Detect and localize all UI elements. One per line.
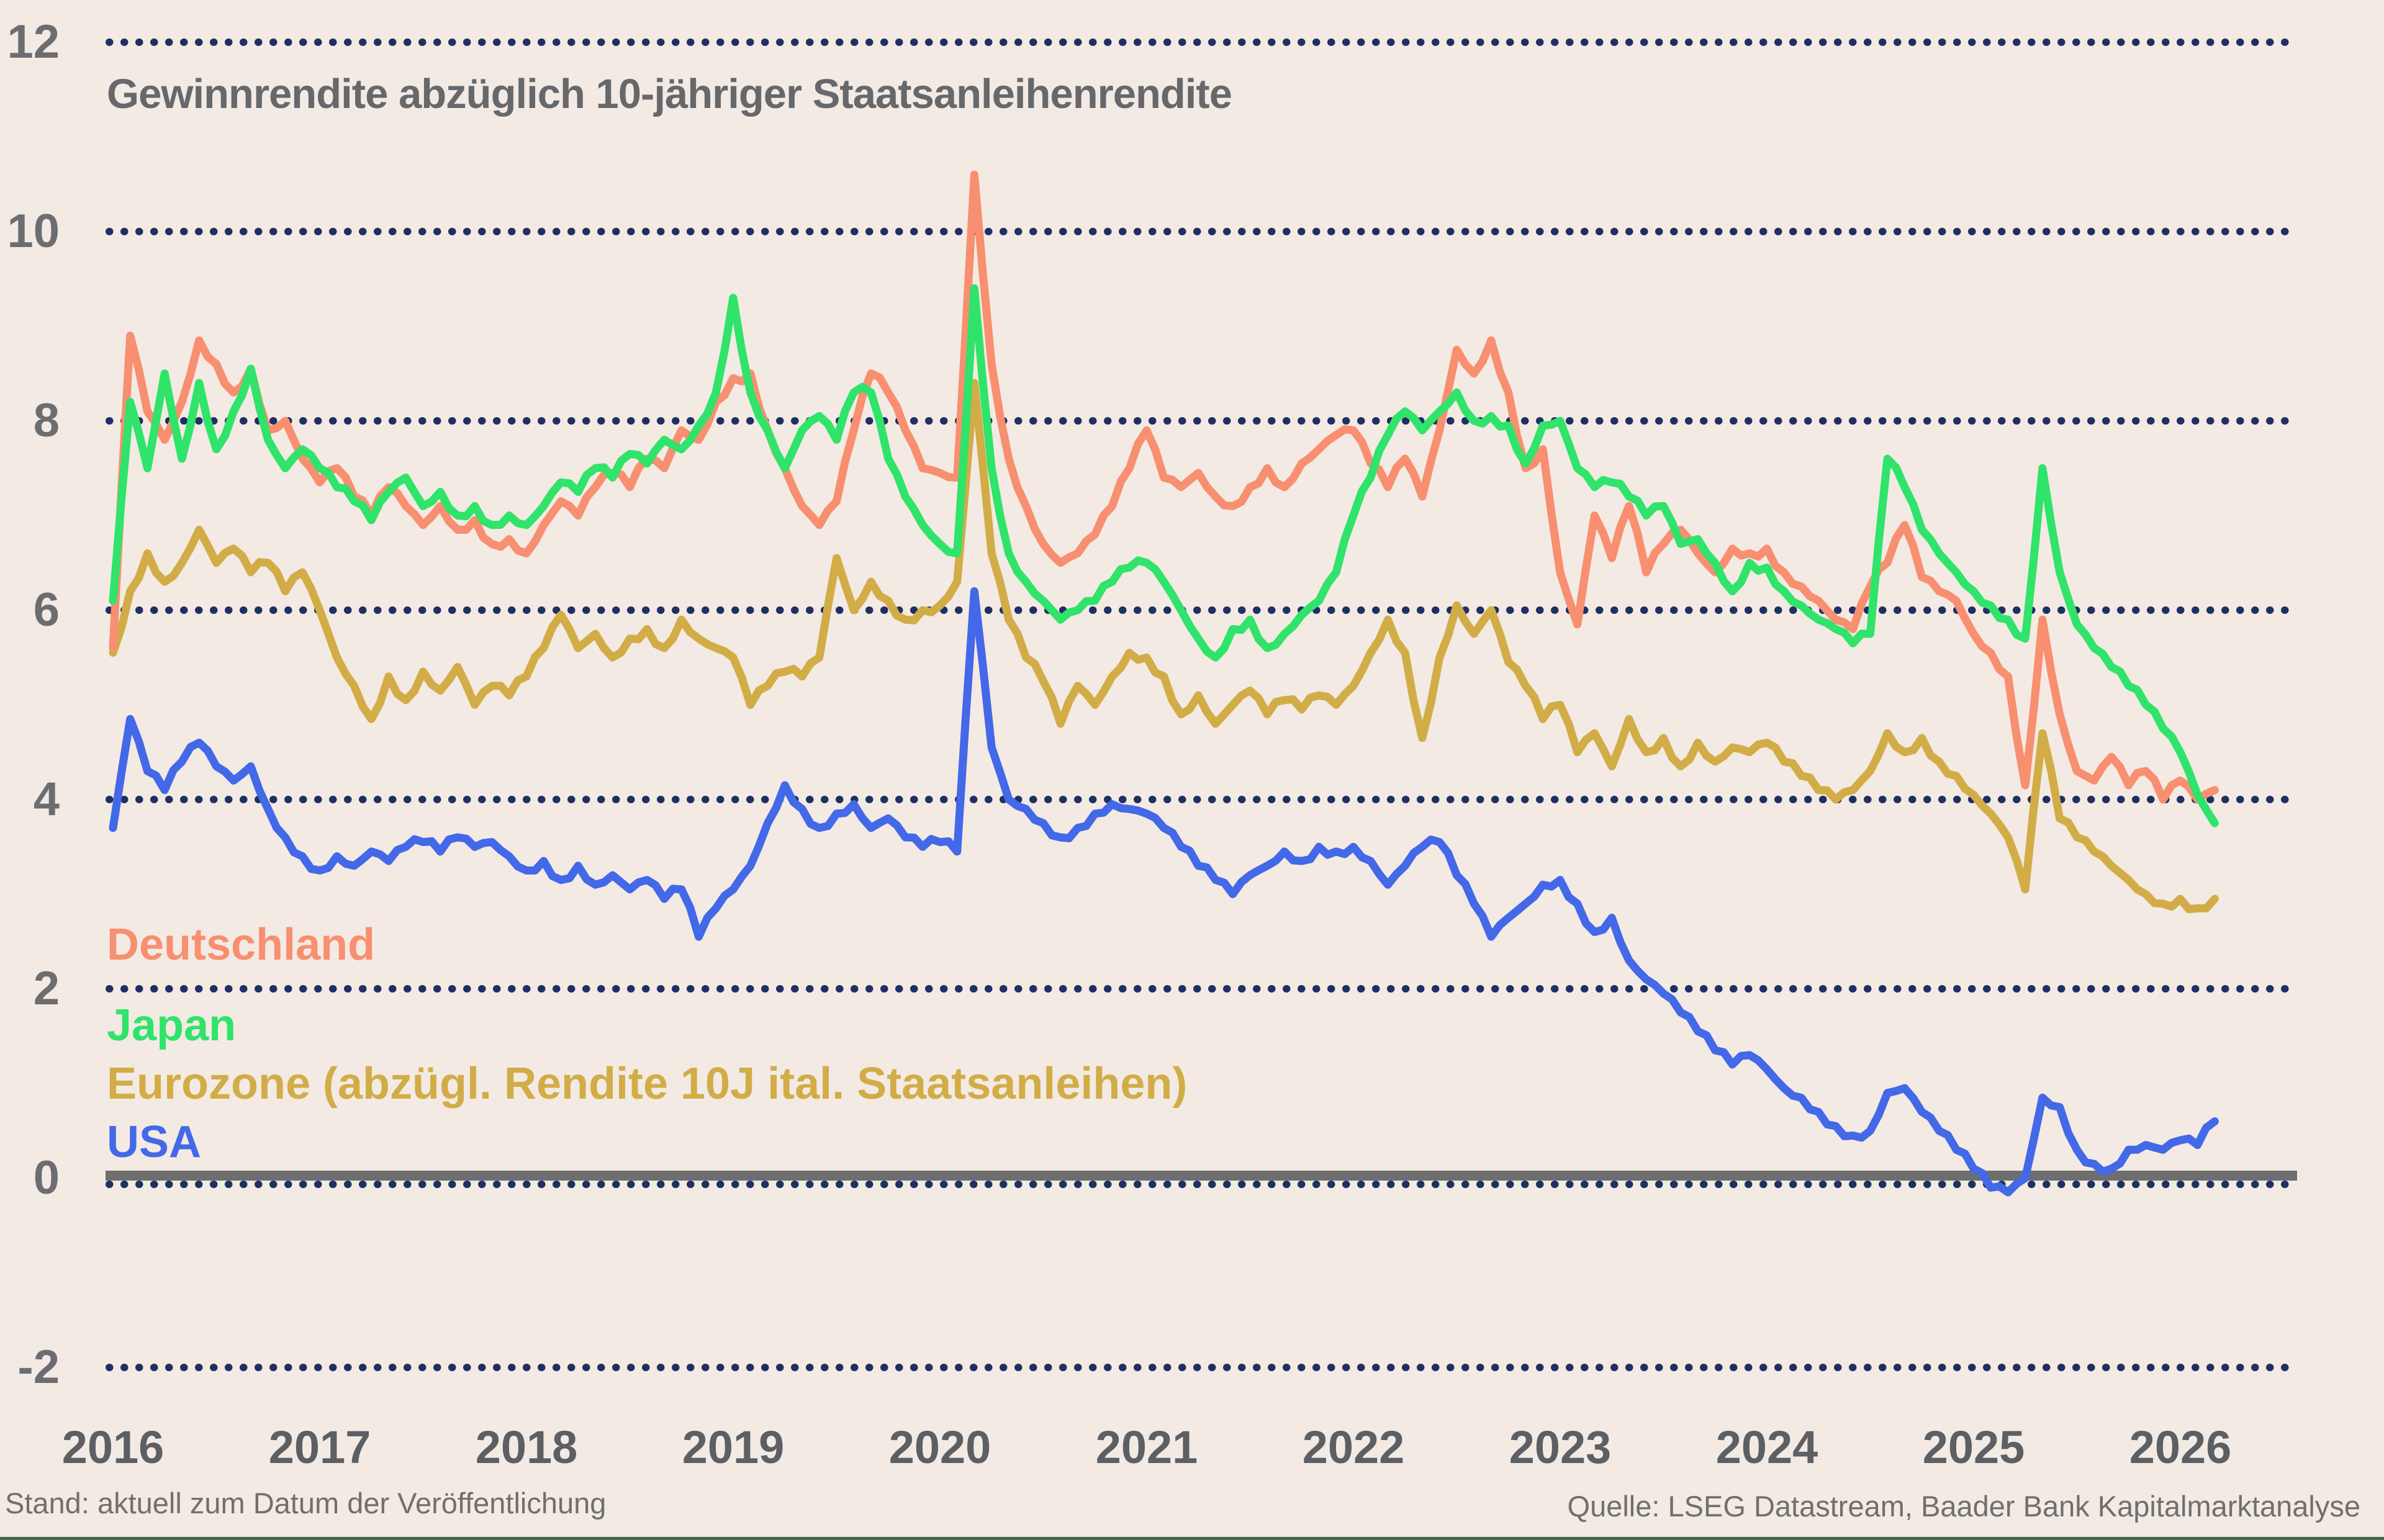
series-line-deutschland [109,171,2219,804]
y-tick-6: 6 [33,583,60,636]
x-tick-2024: 2024 [1715,1421,1818,1473]
bottom-rule [0,1537,2384,1540]
footnote-stand: Stand: aktuell zum Datum der Veröffentli… [5,1487,607,1520]
series-line-eurozone [109,379,2219,914]
y-tick--2: -2 [17,1341,60,1394]
y-tick-2: 2 [33,962,60,1015]
x-tick-2019: 2019 [682,1421,785,1473]
footnote-quelle: Quelle: LSEG Datastream, Baader Bank Kap… [1567,1490,2360,1523]
x-tick-2020: 2020 [888,1421,991,1473]
x-tick-2021: 2021 [1095,1421,1198,1473]
legend-item-deutschland: Deutschland [107,920,376,970]
series-line-japan [109,284,2219,827]
x-tick-2022: 2022 [1302,1421,1405,1473]
legend-item-eurozone: Eurozone (abzügl. Rendite 10J ital. Staa… [107,1059,1188,1109]
x-tick-2016: 2016 [61,1421,165,1473]
series-line-usa [109,587,2219,1197]
legend-item-japan: Japan [107,1001,237,1050]
y-tick-12: 12 [7,16,60,68]
y-tick-4: 4 [33,773,60,826]
y-tick-10: 10 [7,205,60,258]
y-tick-8: 8 [33,394,60,447]
x-tick-2025: 2025 [1922,1421,2025,1473]
x-tick-2017: 2017 [268,1421,371,1473]
chart-title: Gewinnrendite abzüglich 10-jähriger Staa… [107,71,1232,117]
x-tick-2018: 2018 [475,1421,578,1473]
y-tick-0: 0 [33,1151,60,1204]
x-tick-2023: 2023 [1509,1421,1612,1473]
x-tick-2026: 2026 [2129,1421,2232,1473]
legend-item-usa: USA [107,1117,202,1167]
